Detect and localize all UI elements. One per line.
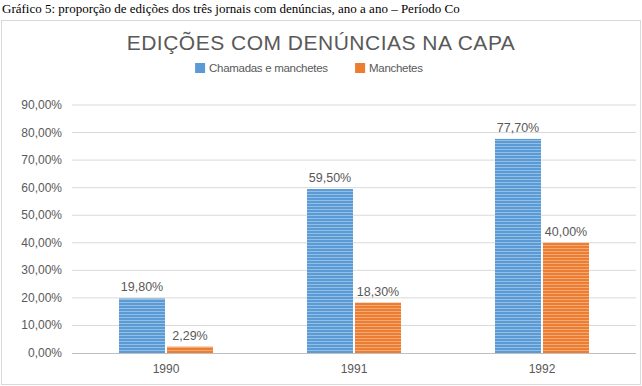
y-tick-label: 30,00% [21, 263, 62, 277]
x-tick-label: 1992 [529, 362, 556, 376]
chart-svg: Gráfico 5: proporção de edições dos três… [0, 0, 642, 386]
data-label: 40,00% [545, 225, 587, 239]
legend: Chamadas e manchetes Manchetes [195, 62, 423, 74]
data-labels: 19,80% 59,50% 77,70% 2,29% 18,30% 40,00% [121, 121, 587, 343]
legend-label: Chamadas e manchetes [209, 62, 328, 74]
y-tick-label: 0,00% [28, 346, 62, 360]
bar [355, 303, 401, 353]
y-tick-label: 20,00% [21, 291, 62, 305]
y-tick-label: 90,00% [21, 98, 62, 112]
x-axis [72, 353, 636, 354]
grid-line [72, 187, 636, 188]
bar [543, 243, 589, 353]
chart-title: EDIÇÕES COM DENÚNCIAS NA CAPA [127, 31, 516, 54]
bar [307, 189, 353, 353]
legend-swatch [355, 63, 365, 73]
chart-root: Gráfico 5: proporção de edições dos três… [0, 0, 642, 386]
grid-line [72, 132, 636, 133]
bar [167, 347, 213, 353]
data-label: 59,50% [309, 171, 351, 185]
y-tick-label: 80,00% [21, 126, 62, 140]
bar [119, 298, 165, 353]
legend-swatch [195, 63, 205, 73]
grid-line [72, 215, 636, 216]
data-label: 77,70% [497, 121, 539, 135]
data-label: 18,30% [357, 285, 399, 299]
data-label: 2,29% [172, 329, 207, 343]
y-tick-label: 60,00% [21, 181, 62, 195]
grid-line [72, 105, 636, 106]
chart-frame [2, 21, 641, 385]
grid-line [72, 160, 636, 161]
y-tick-label: 70,00% [21, 153, 62, 167]
y-tick-label: 40,00% [21, 236, 62, 250]
x-tick-label: 1990 [153, 362, 180, 376]
y-tick-label: 50,00% [21, 208, 62, 222]
legend-label: Manchetes [369, 62, 423, 74]
y-tick-label: 10,00% [21, 318, 62, 332]
bars [119, 139, 589, 353]
data-label: 19,80% [121, 280, 163, 294]
x-tick-label: 1991 [341, 362, 368, 376]
bar [495, 139, 541, 353]
caption: Gráfico 5: proporção de edições dos três… [2, 1, 460, 16]
